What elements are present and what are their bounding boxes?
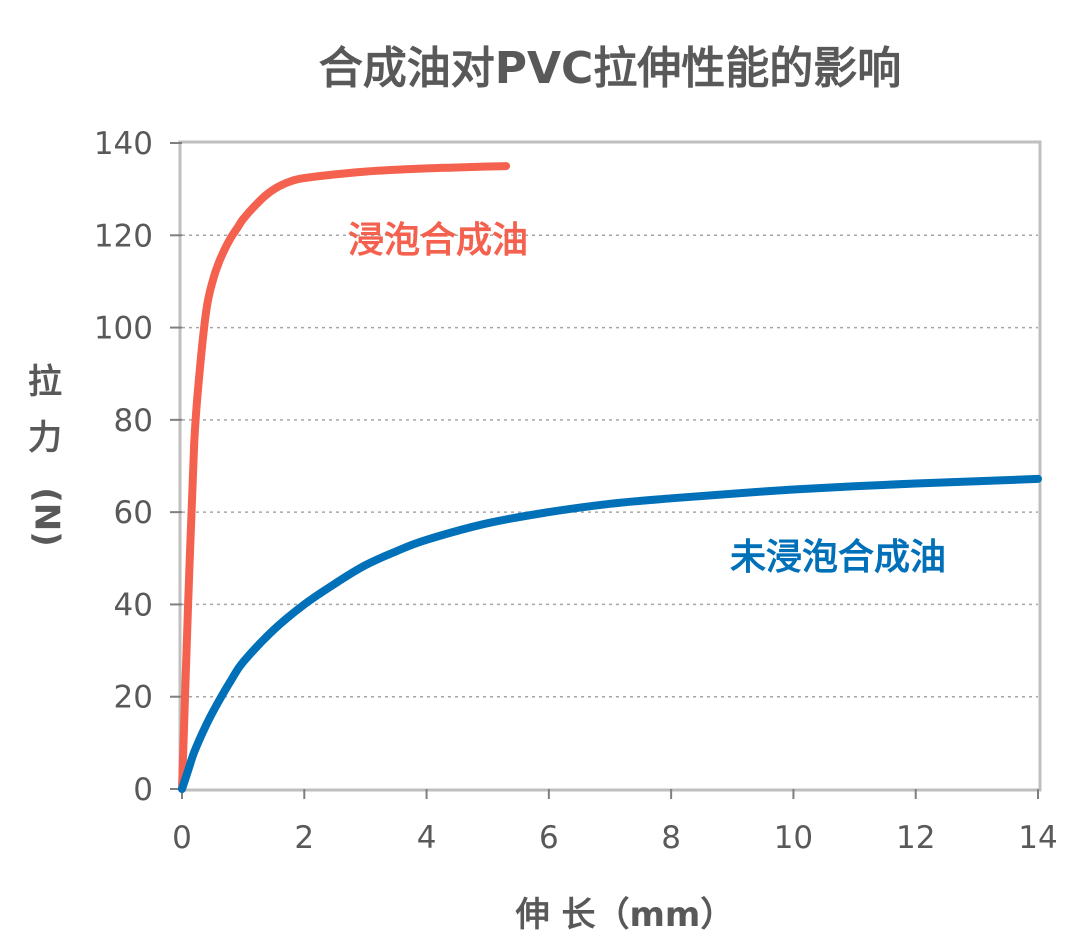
series-line-unsoaked (178, 474, 1042, 793)
y-axis-label-char-1: 拉 (28, 362, 62, 402)
x-tick-label-0: 0 (172, 820, 192, 856)
x-tick-label-2: 2 (294, 820, 314, 856)
y-tick-label-60: 60 (114, 495, 153, 531)
y-tick-label-140: 140 (94, 126, 153, 162)
y-tick-label-20: 20 (114, 680, 153, 716)
y-tick-label-100: 100 (94, 311, 153, 347)
y-tick-label-40: 40 (114, 587, 153, 623)
chart-title: 合成油对PVC拉伸性能的影响 (319, 43, 902, 94)
x-tick-label-12: 12 (896, 820, 935, 856)
x-tick-label-4: 4 (417, 820, 437, 856)
grid-lines (182, 234, 1038, 698)
x-tick-label-14: 14 (1018, 820, 1057, 856)
series-lines (178, 162, 1042, 793)
y-axis-label-char-2: 力 (28, 418, 62, 458)
y-tick-label-80: 80 (114, 403, 153, 439)
x-ticks: 0 2 4 6 8 10 12 14 (172, 789, 1058, 856)
x-tick-label-10: 10 (774, 820, 813, 856)
y-axis-label-unit: (N) (27, 487, 67, 547)
series-line-soaked (178, 162, 511, 793)
y-ticks: 0 20 40 60 80 100 120 140 (94, 126, 182, 808)
plot-frame (178, 140, 1042, 792)
x-tick-label-6: 6 (539, 820, 559, 856)
series-label-soaked: 浸泡合成油 (348, 220, 528, 261)
y-tick-label-0: 0 (133, 772, 153, 808)
x-axis-label: 伸 长（mm） (515, 895, 735, 935)
series-label-unsoaked: 未浸泡合成油 (730, 537, 946, 578)
y-tick-label-120: 120 (94, 218, 153, 254)
x-tick-label-8: 8 (661, 820, 681, 856)
